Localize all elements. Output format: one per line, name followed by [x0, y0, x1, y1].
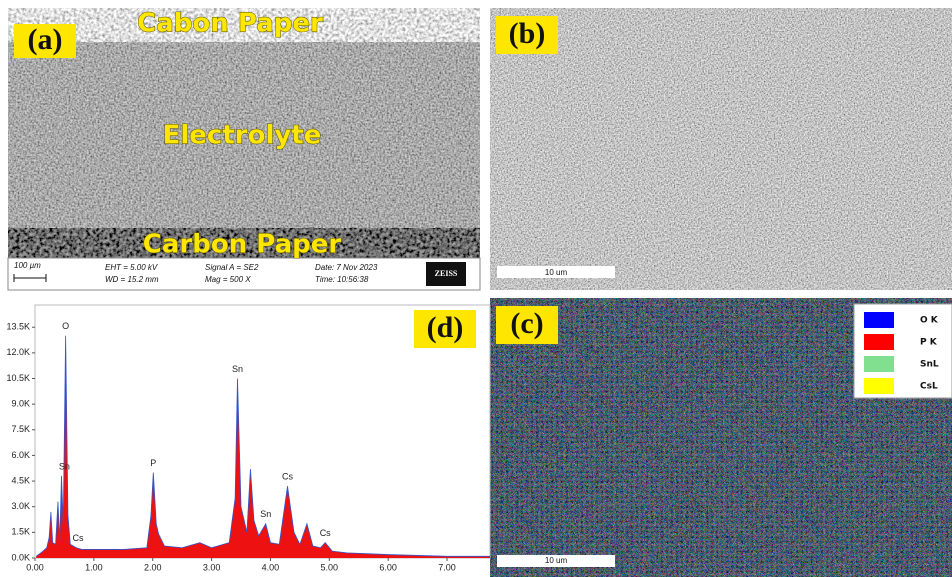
panel-label: (a): [28, 23, 63, 56]
legend-swatch: [864, 334, 894, 350]
scale-bar: [497, 555, 615, 567]
y-tick-label: 4.5K: [11, 475, 30, 485]
x-tick-label: 5.00: [321, 562, 339, 572]
legend-label: SnL: [920, 360, 939, 370]
panel-label: (d): [427, 311, 464, 344]
scale-bar: [497, 266, 615, 278]
info-bar: [7, 257, 481, 291]
logo: ZEISS: [435, 269, 458, 278]
logo-box: [426, 262, 466, 286]
x-tick-label: 4.00: [262, 562, 280, 572]
layer-label: Electrolyte: [163, 121, 322, 151]
layer-label: Carbon Paper: [143, 230, 342, 260]
peak-label: Sn: [260, 509, 271, 519]
legend-label: O K: [920, 316, 939, 326]
x-tick-label: 7.00: [438, 562, 456, 572]
y-tick-label: 1.5K: [11, 527, 30, 537]
sem-image-a: [8, 8, 480, 258]
panel-label: (b): [509, 17, 546, 50]
sem-image-b: [490, 8, 952, 290]
y-tick-label: 13.5K: [6, 322, 30, 332]
legend-swatch: [864, 378, 894, 394]
label-box: [496, 306, 558, 344]
peak-label: Sn: [232, 364, 243, 374]
label-box: [14, 24, 76, 58]
x-tick-label: 1.00: [85, 562, 103, 572]
peak-label: Cs: [282, 472, 293, 482]
scale-text: 10 um: [545, 268, 568, 277]
x-tick-label: 0.00: [26, 562, 44, 572]
y-tick-label: 3.0K: [11, 501, 30, 511]
x-tick-label: 3.00: [203, 562, 221, 572]
peak-label: Sn: [59, 461, 70, 471]
y-tick-label: 10.5K: [6, 373, 30, 383]
info-text: Time: 10:56:38: [315, 275, 369, 284]
peak-label: O: [62, 321, 69, 331]
carbon-paper-top: [8, 8, 480, 42]
peak-label: P: [150, 458, 156, 468]
legend-label: P K: [920, 338, 938, 348]
info-text: Mag = 500 X: [205, 275, 251, 284]
spectrum-line: [35, 335, 490, 557]
legend-label: CsL: [920, 382, 938, 392]
label-box: [414, 310, 476, 348]
y-tick-label: 7.5K: [11, 424, 30, 434]
peak-label: Cs: [320, 528, 331, 538]
panel-label: (c): [510, 307, 543, 340]
info-text: Date: 7 Nov 2023: [315, 263, 378, 272]
y-tick-label: 9.0K: [11, 399, 30, 409]
peak-label: Cs: [72, 533, 83, 543]
x-tick-label: 2.00: [144, 562, 162, 572]
info-text: Signal A = SE2: [205, 263, 259, 272]
y-tick-label: 6.0K: [11, 450, 30, 460]
label-box: [496, 16, 558, 54]
scale-text: 10 um: [545, 556, 568, 565]
layer-label: Cabon Paper: [137, 9, 323, 39]
info-text: EHT = 5.00 kV: [105, 263, 158, 272]
y-tick-label: 12.0K: [6, 347, 30, 357]
legend-swatch: [864, 356, 894, 372]
carbon-paper-bottom: [8, 228, 480, 258]
legend-swatch: [864, 312, 894, 328]
scale-bar: [13, 274, 47, 282]
y-tick-label: 0.0K: [11, 552, 30, 562]
info-text: WD = 15.2 mm: [105, 275, 159, 284]
scale-text: 100 µm: [14, 261, 41, 270]
x-tick-label: 6.00: [379, 562, 397, 572]
